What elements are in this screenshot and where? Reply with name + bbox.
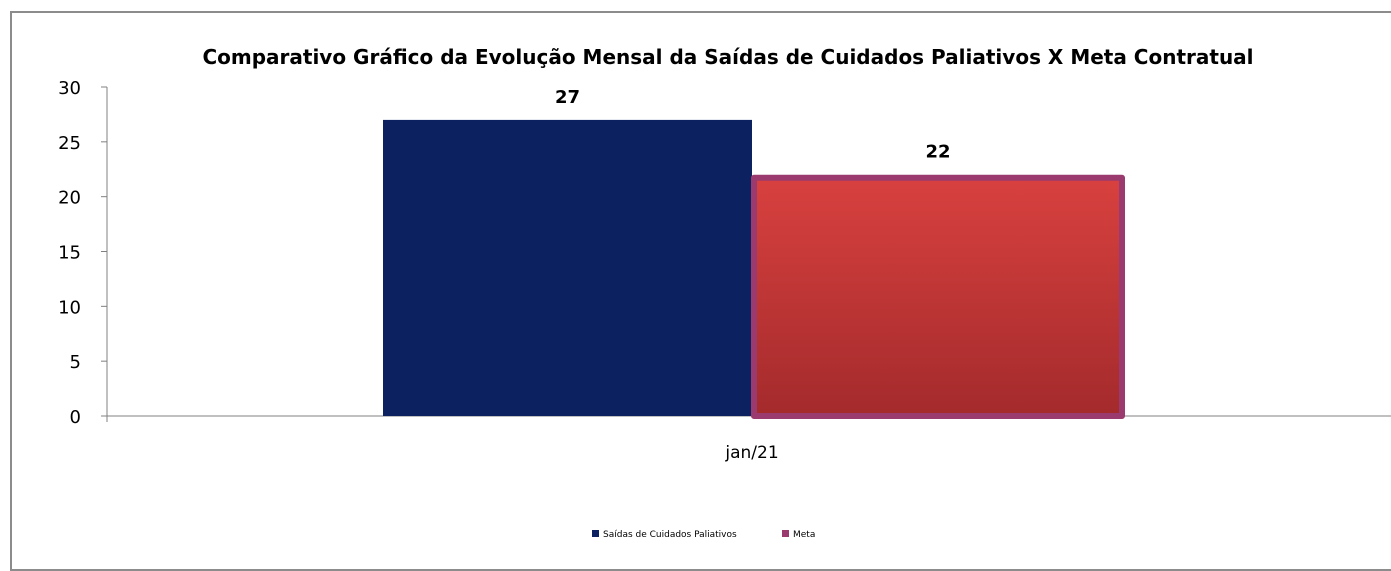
y-tick-label: 25 (58, 133, 81, 154)
chart-title: Comparativo Gráfico da Evolução Mensal d… (202, 45, 1253, 69)
x-axis (106, 415, 1391, 422)
legend-swatch-series-2 (782, 530, 789, 537)
x-tick-label: jan/21 (724, 443, 778, 463)
y-axis: 0 5 10 15 20 25 30 (58, 78, 108, 428)
legend-label-series-2: Meta (793, 530, 815, 540)
legend-swatch-series-1 (592, 530, 599, 537)
y-tick-label: 20 (58, 188, 81, 209)
y-tick-label: 15 (58, 243, 81, 264)
legend-label-series-1: Saídas de Cuidados Paliativos (603, 530, 737, 540)
bar-data-label: 22 (925, 142, 950, 163)
bar-meta (751, 174, 1125, 419)
legend: Saídas de Cuidados Paliativos Meta (592, 530, 815, 540)
y-tick-label: 0 (70, 407, 81, 428)
y-tick-label: 30 (58, 78, 81, 99)
y-tick-label: 5 (70, 352, 81, 373)
data-labels: 27 22 (555, 87, 951, 163)
bar-saidas-cuidados-paliativos (383, 119, 752, 417)
bar-chart: Comparativo Gráfico da Evolução Mensal d… (58, 45, 1391, 540)
y-tick-label: 10 (58, 297, 81, 318)
bar-data-label: 27 (555, 87, 580, 108)
bar-series (383, 119, 1125, 419)
